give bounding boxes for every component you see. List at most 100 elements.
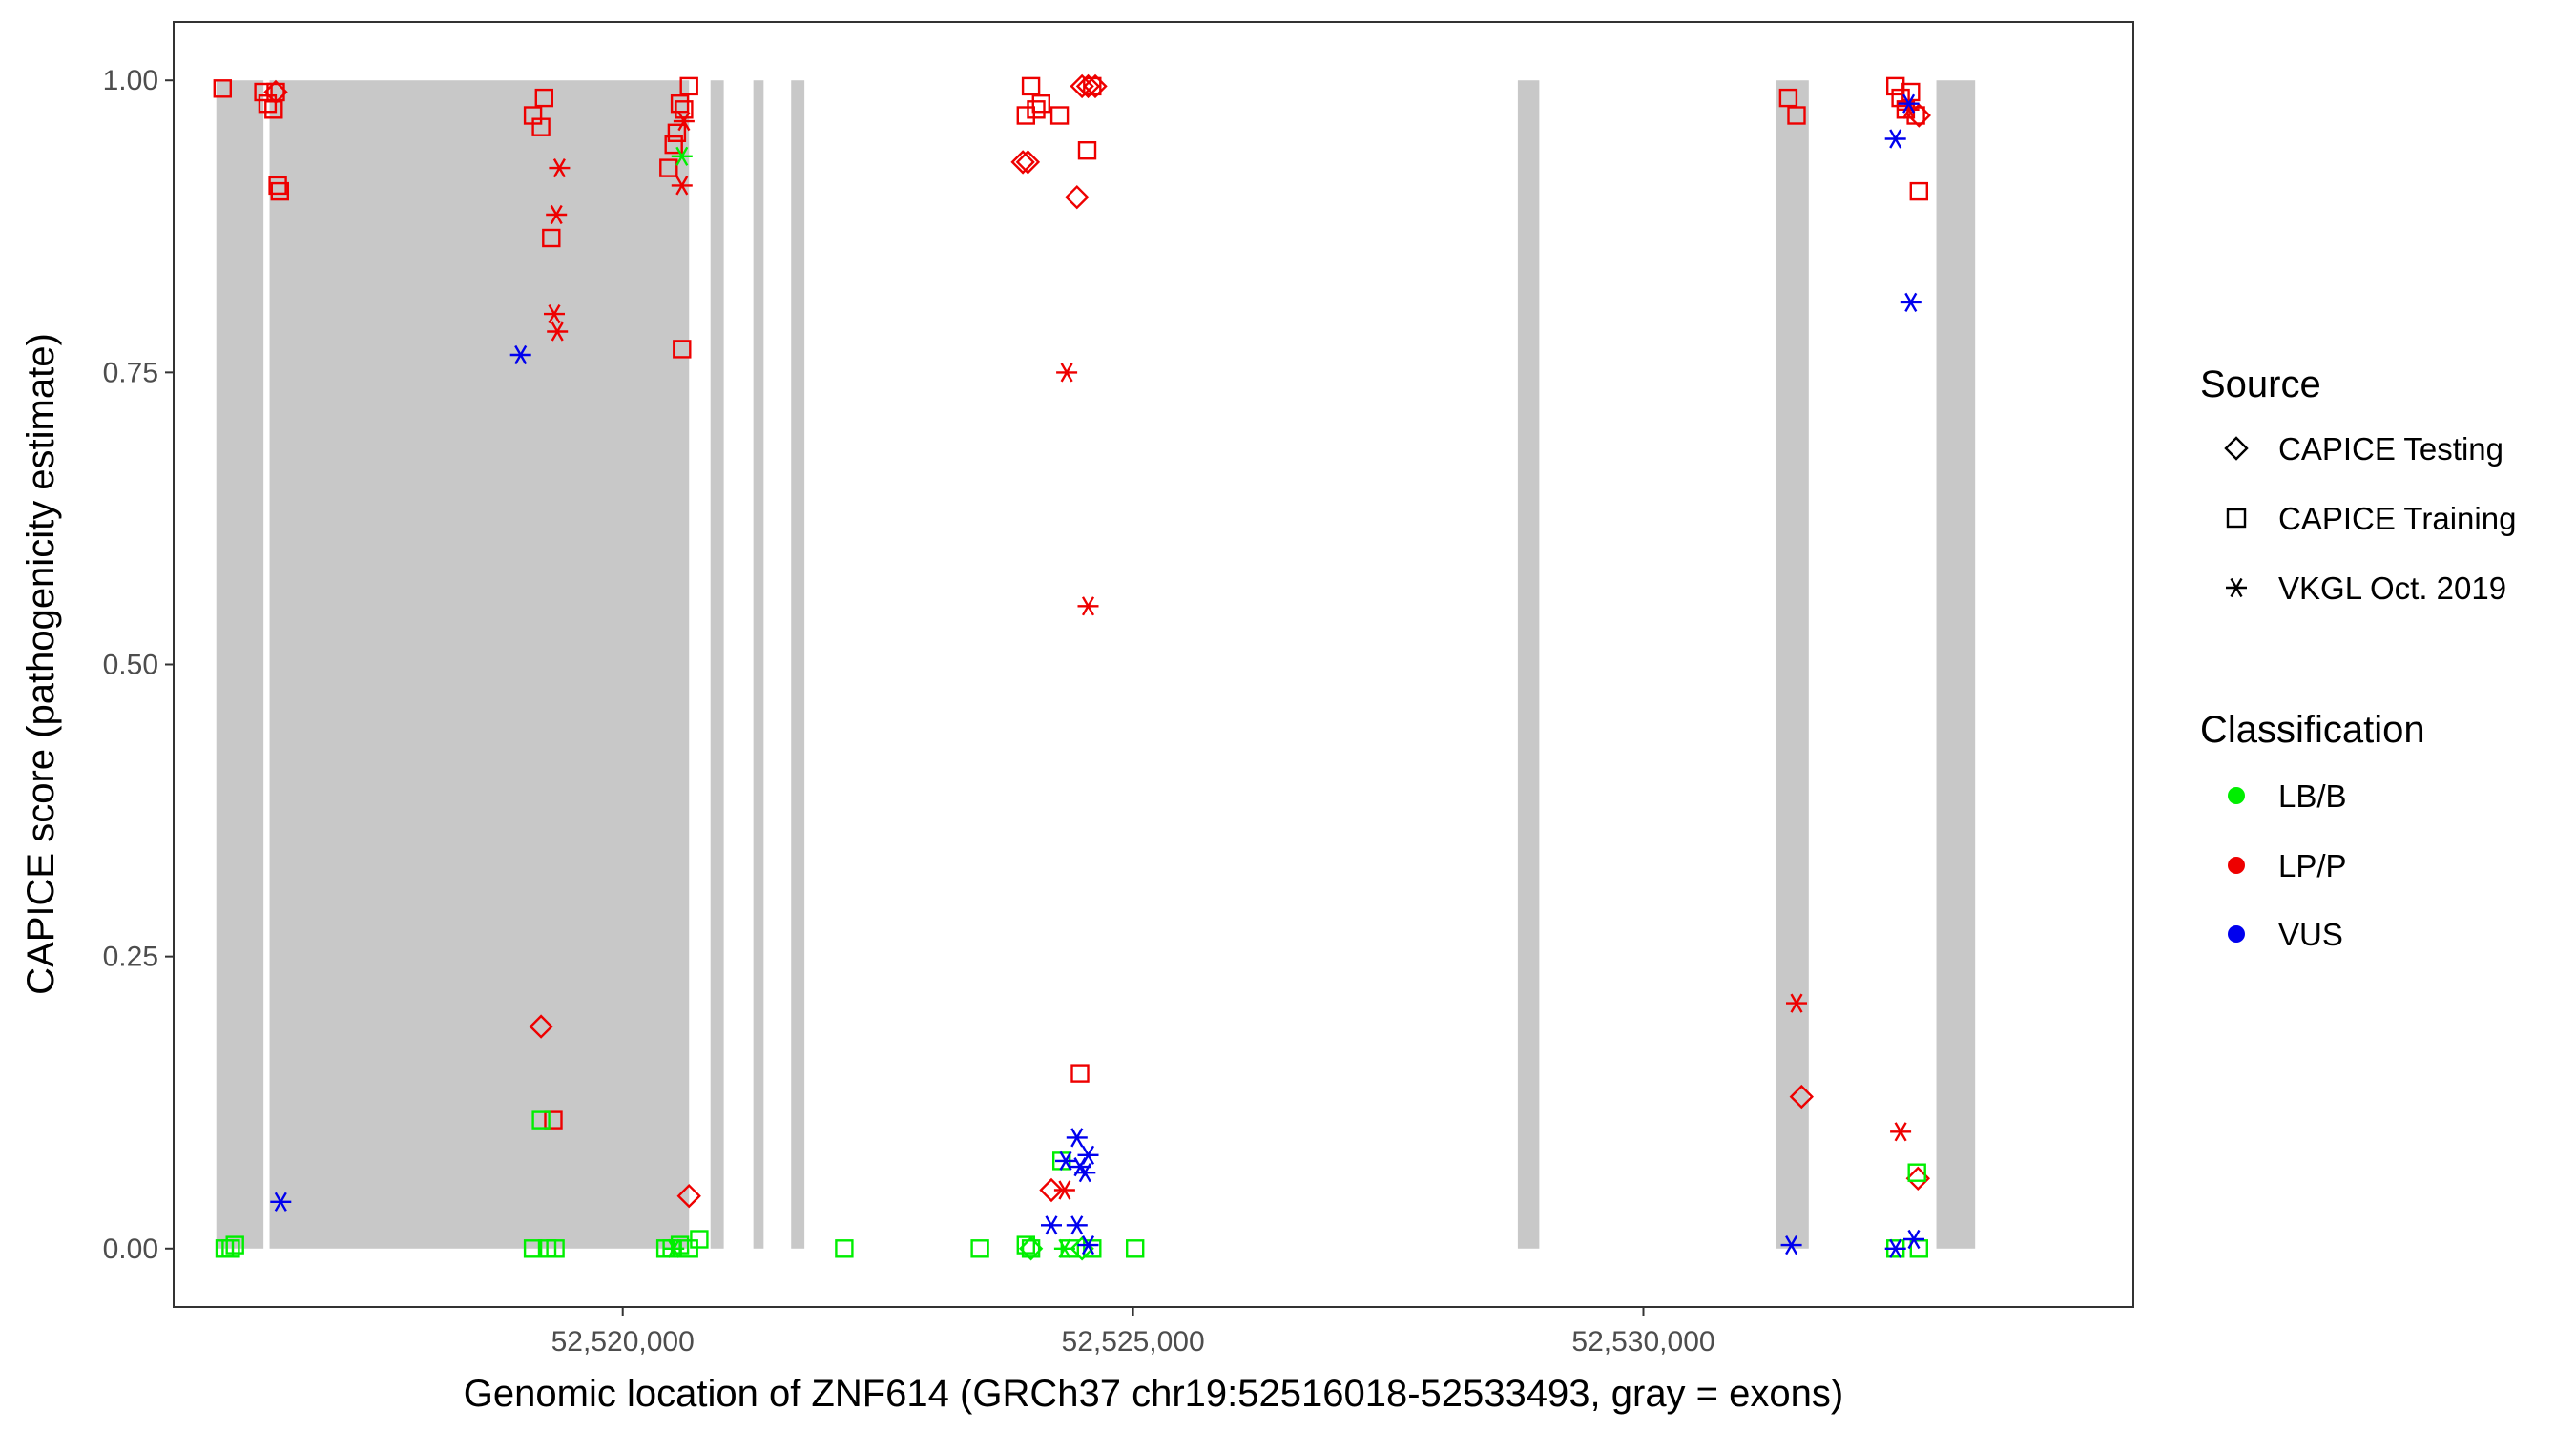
data-point: [1053, 1180, 1075, 1200]
y-tick-label: 0.50: [103, 650, 158, 681]
legend-label-capice-training: CAPICE Training: [2278, 501, 2516, 536]
data-point: [1053, 1238, 1075, 1258]
data-point: [1077, 1145, 1099, 1165]
data-point: [670, 93, 690, 114]
legend-label-capice-testing: CAPICE Testing: [2278, 431, 2503, 467]
data-point: [264, 100, 283, 119]
data-point: [1891, 88, 1910, 108]
data-point: [673, 111, 695, 132]
legend-label-vkgl: VKGL Oct. 2019: [2278, 570, 2506, 606]
data-point: [546, 204, 568, 225]
x-axis-title: Genomic location of ZNF614 (GRCh37 chr19…: [464, 1373, 1843, 1415]
data-point: [667, 123, 687, 143]
data-point: [1039, 1177, 1064, 1203]
data-point: [675, 100, 694, 119]
legend-key-diamond: [2224, 436, 2249, 461]
data-point: [1780, 1234, 1802, 1255]
legend-key-lbb: [2228, 787, 2245, 804]
data-point: [544, 1110, 563, 1130]
data-point: [1787, 106, 1806, 125]
data-point: [1041, 1215, 1062, 1235]
data-point: [509, 344, 531, 365]
y-axis: 0.00 0.25 0.50 0.75 1.00: [103, 65, 174, 1265]
data-point: [1890, 1122, 1912, 1142]
data-point: [671, 146, 693, 166]
data-point: [529, 1014, 553, 1039]
data-point: [1055, 1151, 1076, 1172]
data-point: [664, 135, 683, 155]
exon-band: [1517, 80, 1540, 1249]
exon-band: [710, 80, 724, 1249]
exon-band: [791, 80, 805, 1249]
data-points: [213, 73, 1931, 1261]
legend-key-lpp: [2228, 857, 2245, 874]
legend-source: Source CAPICE Testing CAPICE Training VK…: [2200, 363, 2516, 606]
data-point: [531, 117, 551, 136]
data-point: [1010, 150, 1035, 175]
data-point: [213, 79, 233, 98]
data-point: [659, 158, 678, 177]
data-point: [1065, 185, 1090, 210]
y-axis-title: CAPICE score (pathogenicity estimate): [20, 333, 62, 995]
data-point: [1083, 73, 1108, 99]
data-point: [663, 1238, 685, 1258]
data-point: [254, 82, 273, 102]
y-tick-label: 0.00: [103, 1234, 158, 1265]
exon-bands: [216, 80, 1976, 1249]
legend-key-square: [2226, 508, 2247, 529]
data-point: [676, 1184, 701, 1209]
data-point: [549, 157, 571, 178]
data-point: [1074, 1163, 1096, 1183]
data-point: [1049, 106, 1070, 125]
data-point: [970, 1239, 989, 1258]
x-tick-label: 52,520,000: [551, 1326, 695, 1358]
legend-key-asterisk: [2226, 577, 2247, 598]
exon-band: [1936, 80, 1976, 1249]
data-point: [270, 181, 289, 201]
data-point: [1900, 292, 1922, 313]
legend-label-vus: VUS: [2278, 917, 2343, 952]
data-point: [1066, 1128, 1088, 1148]
data-point: [225, 1235, 244, 1255]
legend-source-title: Source: [2200, 363, 2321, 405]
y-tick-label: 0.25: [103, 942, 158, 973]
exon-band: [216, 80, 264, 1249]
data-point: [266, 82, 285, 102]
y-tick-label: 1.00: [103, 65, 158, 96]
data-point: [1077, 596, 1099, 616]
data-point: [1075, 73, 1101, 99]
data-point: [1125, 1239, 1145, 1258]
data-point: [1083, 76, 1102, 96]
data-point: [690, 1230, 709, 1249]
legend-classification: Classification LB/B LP/P VUS: [2200, 709, 2425, 952]
data-point: [1909, 1239, 1929, 1258]
data-point: [1056, 363, 1078, 383]
data-point: [523, 1239, 543, 1258]
exon-band: [1776, 80, 1809, 1249]
data-point: [1884, 129, 1906, 149]
legend-key-vus: [2228, 925, 2245, 943]
data-point: [671, 176, 693, 196]
data-point: [1077, 1234, 1099, 1255]
data-point: [1066, 1215, 1088, 1235]
data-point: [1909, 181, 1929, 201]
data-point: [1789, 1084, 1814, 1110]
data-point: [534, 88, 553, 108]
data-point: [221, 1239, 240, 1258]
data-point: [1083, 1239, 1102, 1258]
data-point: [1778, 88, 1798, 108]
data-point: [1016, 106, 1036, 125]
data-point: [546, 1239, 565, 1258]
data-point: [531, 1110, 551, 1130]
data-point: [1016, 1235, 1036, 1255]
data-point: [1015, 150, 1041, 175]
data-point: [542, 228, 561, 248]
x-tick-label: 52,525,000: [1062, 1326, 1205, 1358]
exon-band: [753, 80, 764, 1249]
legend-label-lbb: LB/B: [2278, 778, 2347, 814]
data-point: [679, 76, 698, 96]
data-point: [1898, 93, 1920, 114]
data-point: [1077, 140, 1097, 160]
data-point: [1021, 1239, 1041, 1258]
